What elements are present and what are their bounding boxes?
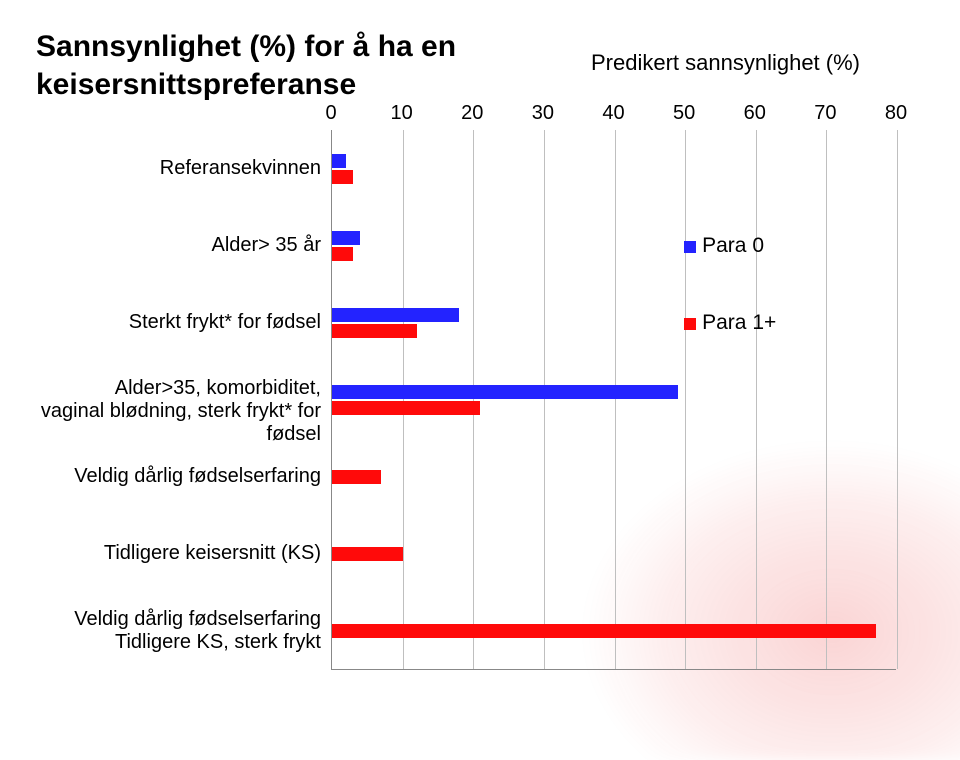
bar <box>332 247 353 261</box>
bar <box>332 231 360 245</box>
grid-line <box>403 130 404 669</box>
grid-line <box>756 130 757 669</box>
chart-subtitle: Predikert sannsynlighet (%) <box>591 50 860 76</box>
grid-line <box>685 130 686 669</box>
legend-item: Para 0 <box>684 234 764 258</box>
bar <box>332 308 459 322</box>
plot-area <box>331 130 896 670</box>
x-tick-label: 10 <box>391 102 413 125</box>
x-tick-label: 30 <box>532 102 554 125</box>
legend-label: Para 1+ <box>702 311 776 334</box>
category-label: Tidligere keisersnitt (KS) <box>36 542 321 565</box>
grid-line <box>826 130 827 669</box>
x-tick-label: 70 <box>814 102 836 125</box>
bar <box>332 624 876 638</box>
category-label: Veldig dårlig fødselserfaringTidligere K… <box>36 608 321 654</box>
bar <box>332 154 346 168</box>
x-tick-label: 40 <box>602 102 624 125</box>
bar <box>332 170 353 184</box>
x-tick-label: 20 <box>461 102 483 125</box>
category-label: Referansekvinnen <box>36 157 321 180</box>
grid-line <box>615 130 616 669</box>
legend-item: Para 1+ <box>684 311 776 335</box>
grid-line <box>544 130 545 669</box>
x-tick-label: 50 <box>673 102 695 125</box>
bar <box>332 401 480 415</box>
grid-line <box>897 130 898 669</box>
x-tick-label: 60 <box>744 102 766 125</box>
legend-swatch <box>684 318 696 330</box>
legend-swatch <box>684 241 696 253</box>
category-label: Alder>35, komorbiditet,vaginal blødning,… <box>36 377 321 446</box>
legend-label: Para 0 <box>702 234 764 257</box>
bar <box>332 385 678 399</box>
chart: 0 10 20 30 40 50 60 70 80 Referansekvinnen Alder>… <box>36 100 924 690</box>
title-line-1: Sannsynlighet (%) for å ha en <box>36 30 456 63</box>
bar <box>332 547 403 561</box>
bar <box>332 324 417 338</box>
category-label: Veldig dårlig fødselserfaring <box>36 465 321 488</box>
category-label: Alder> 35 år <box>36 234 321 257</box>
category-label: Sterkt frykt* for fødsel <box>36 311 321 334</box>
slide: Sannsynlighet (%) for å ha en keisersnit… <box>0 0 960 720</box>
x-tick-label: 0 <box>325 102 336 125</box>
bar <box>332 470 381 484</box>
grid-line <box>473 130 474 669</box>
title-line-2: keisersnittspreferanse <box>36 68 356 101</box>
x-tick-label: 80 <box>885 102 907 125</box>
